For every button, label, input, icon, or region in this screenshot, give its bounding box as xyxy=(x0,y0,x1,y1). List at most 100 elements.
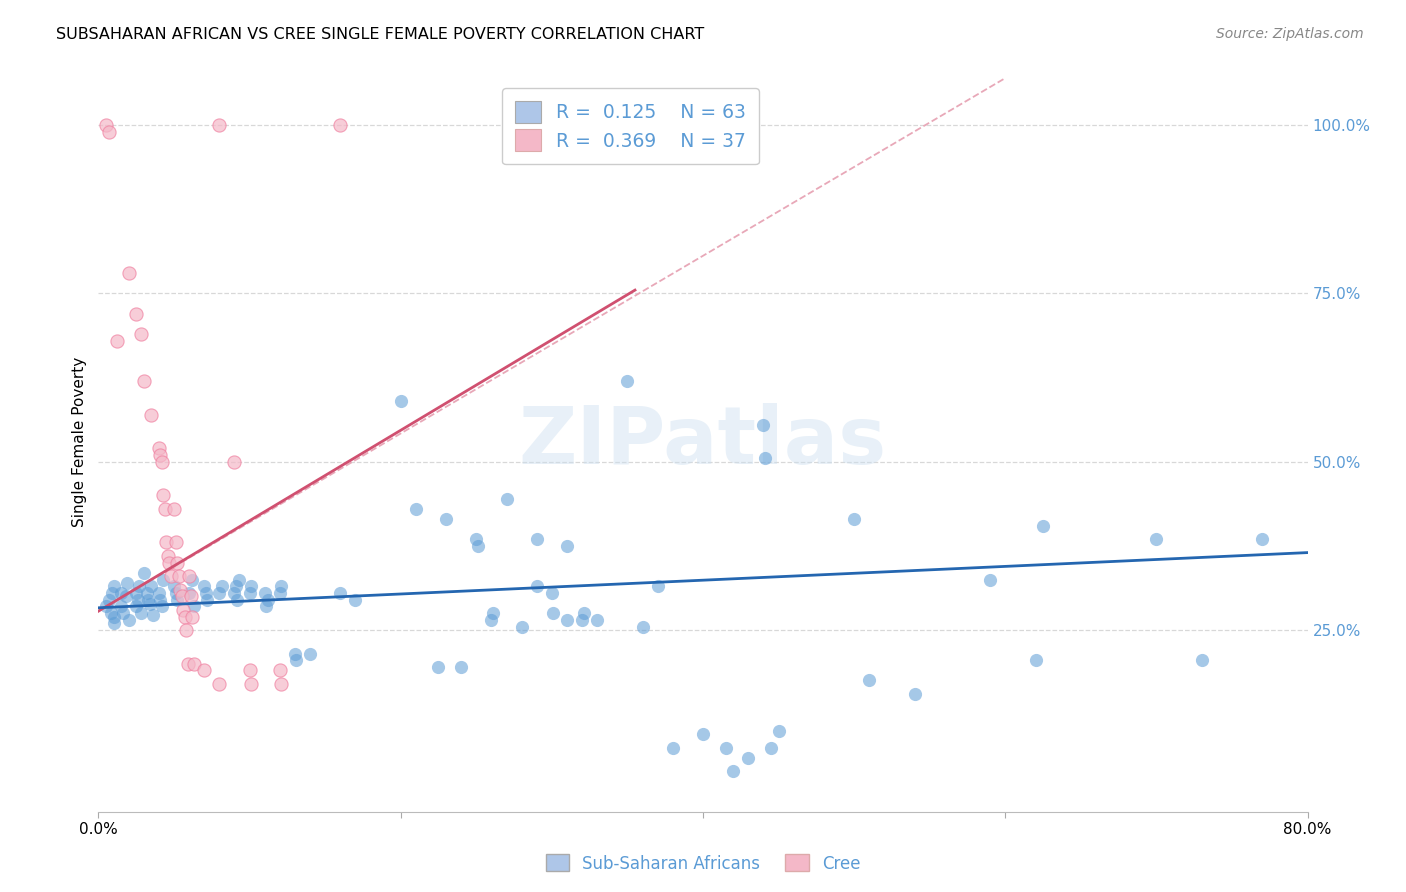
Point xyxy=(208,586,231,600)
Point xyxy=(754,451,776,466)
Point xyxy=(141,408,163,422)
Point xyxy=(193,579,215,593)
Point xyxy=(299,647,322,661)
Point xyxy=(100,606,122,620)
Point xyxy=(103,579,125,593)
Point xyxy=(526,532,548,546)
Point xyxy=(858,673,880,688)
Point xyxy=(139,598,162,612)
Point xyxy=(256,592,278,607)
Point xyxy=(183,599,205,614)
Point xyxy=(149,592,172,607)
Point xyxy=(135,586,157,600)
Point xyxy=(172,603,194,617)
Point xyxy=(208,677,231,691)
Point xyxy=(98,592,121,607)
Point xyxy=(240,579,263,593)
Point xyxy=(631,620,654,634)
Point xyxy=(163,579,186,593)
Legend: R =  0.125    N = 63, R =  0.369    N = 37: R = 0.125 N = 63, R = 0.369 N = 37 xyxy=(502,88,759,164)
Point xyxy=(1032,518,1054,533)
Point xyxy=(163,501,186,516)
Y-axis label: Single Female Poverty: Single Female Poverty xyxy=(72,357,87,526)
Point xyxy=(239,664,262,678)
Point xyxy=(208,118,231,132)
Point xyxy=(768,723,790,738)
Point xyxy=(254,599,277,614)
Point xyxy=(225,579,247,593)
Point xyxy=(661,740,683,755)
Point xyxy=(239,586,262,600)
Point xyxy=(1024,653,1046,667)
Point xyxy=(129,606,152,620)
Point xyxy=(105,334,128,348)
Point xyxy=(125,599,148,614)
Point xyxy=(166,592,188,607)
Point xyxy=(165,535,187,549)
Point xyxy=(193,664,215,678)
Point xyxy=(152,488,174,502)
Point xyxy=(194,586,217,600)
Text: SUBSAHARAN AFRICAN VS CREE SINGLE FEMALE POVERTY CORRELATION CHART: SUBSAHARAN AFRICAN VS CREE SINGLE FEMALE… xyxy=(56,27,704,42)
Legend: Sub-Saharan Africans, Cree: Sub-Saharan Africans, Cree xyxy=(538,847,868,880)
Point xyxy=(465,532,488,546)
Point xyxy=(759,740,782,755)
Point xyxy=(179,569,201,583)
Point xyxy=(195,592,218,607)
Point xyxy=(181,609,204,624)
Point xyxy=(329,118,352,132)
Point xyxy=(173,609,195,624)
Point xyxy=(979,573,1001,587)
Point xyxy=(160,569,183,583)
Point xyxy=(586,613,609,627)
Point xyxy=(149,448,172,462)
Point xyxy=(156,549,179,563)
Point xyxy=(329,586,352,600)
Point xyxy=(114,590,136,604)
Point xyxy=(344,592,367,607)
Point xyxy=(226,592,249,607)
Point xyxy=(285,653,308,667)
Point xyxy=(115,575,138,590)
Point xyxy=(150,455,173,469)
Point xyxy=(152,573,174,587)
Point xyxy=(269,664,291,678)
Point xyxy=(174,623,197,637)
Point xyxy=(148,442,170,456)
Point xyxy=(176,657,198,671)
Point xyxy=(181,573,204,587)
Point xyxy=(118,613,141,627)
Point xyxy=(495,491,517,506)
Point xyxy=(128,579,150,593)
Point xyxy=(150,599,173,614)
Point xyxy=(723,764,745,779)
Point xyxy=(132,566,155,580)
Point xyxy=(166,556,188,570)
Point xyxy=(737,751,759,765)
Point xyxy=(450,660,472,674)
Point xyxy=(94,118,117,132)
Point xyxy=(270,677,292,691)
Point xyxy=(240,677,263,691)
Point xyxy=(127,592,149,607)
Point xyxy=(180,590,202,604)
Point xyxy=(132,374,155,388)
Point xyxy=(389,394,412,409)
Point xyxy=(111,606,134,620)
Point xyxy=(98,125,121,139)
Point xyxy=(224,455,246,469)
Point xyxy=(616,374,638,388)
Point xyxy=(159,556,181,570)
Point xyxy=(526,579,548,593)
Point xyxy=(103,616,125,631)
Text: ZIPatlas: ZIPatlas xyxy=(519,402,887,481)
Point xyxy=(169,582,191,597)
Point xyxy=(165,586,187,600)
Point xyxy=(284,647,307,661)
Point xyxy=(427,660,450,674)
Point xyxy=(844,512,866,526)
Point xyxy=(467,539,489,553)
Point xyxy=(125,586,148,600)
Point xyxy=(1191,653,1213,667)
Point xyxy=(170,590,193,604)
